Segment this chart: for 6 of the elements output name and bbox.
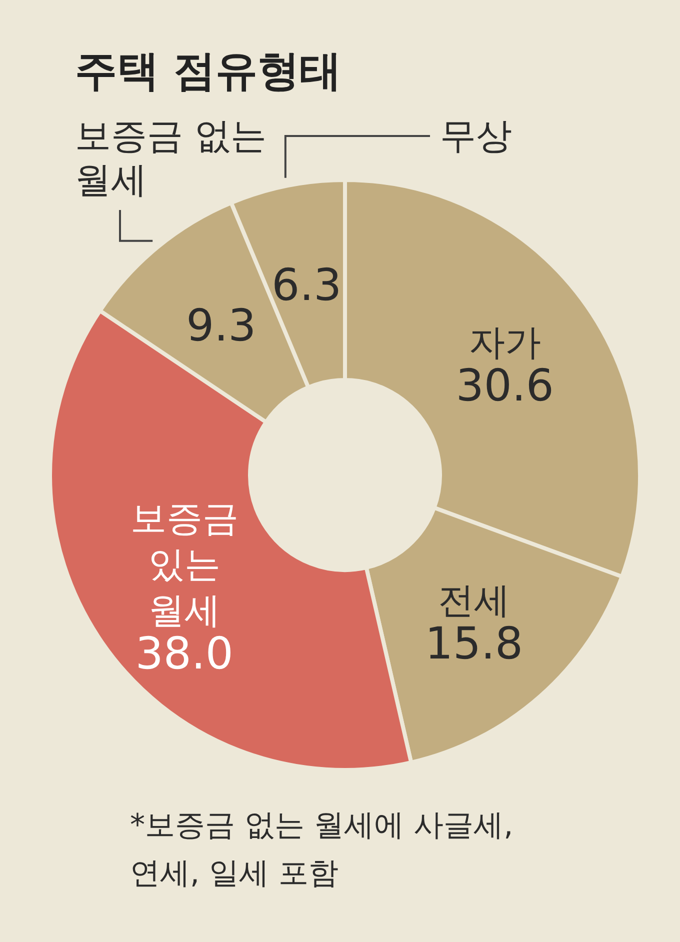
data-label: 9.3 [186, 300, 256, 352]
data-label: 6.3 [272, 260, 342, 311]
text: *보증금 없는 월세에 사글세, 연세, 일세 포함 [130, 808, 514, 891]
slice-label: 보증금 없는 월세 [75, 116, 266, 201]
chart-title: 주택 점유형태 [75, 46, 342, 95]
slice-label: 무상 [440, 116, 512, 157]
